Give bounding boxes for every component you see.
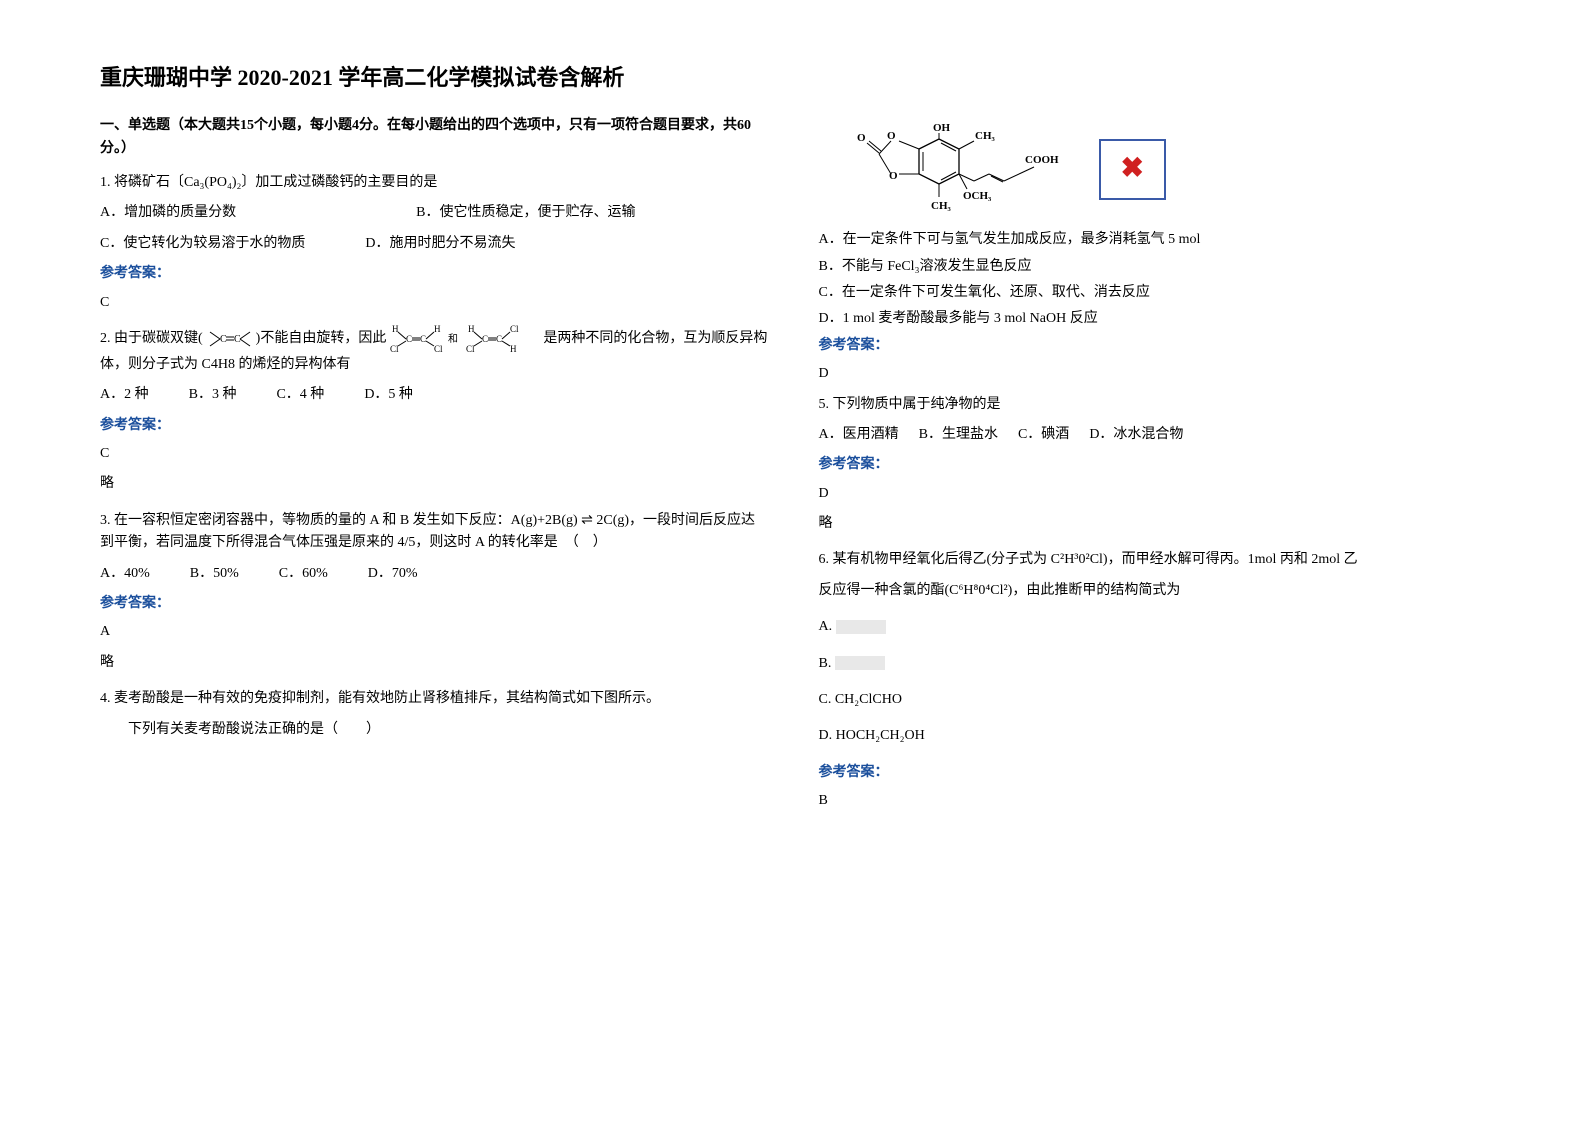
q1-answer-label: 参考答案：: [100, 263, 769, 285]
q5-note: 略: [819, 513, 1488, 535]
question-1: 1. 将磷矿石〔Ca₃(PO₄)₂〕加工成过磷酸钙的主要目的是 A．增加磷的质量…: [100, 172, 769, 314]
svg-text:Cl: Cl: [510, 324, 519, 334]
q1-text: 1. 将磷矿石〔Ca₃(PO₄)₂〕加工成过磷酸钙的主要目的是: [100, 172, 769, 194]
q3-opt-a: A．40%: [100, 563, 150, 585]
mol-o2: O: [889, 170, 898, 182]
mol-oh: OH: [933, 122, 951, 134]
question-4-stem: 4. 麦考酚酸是一种有效的免疫抑制剂，能有效地防止肾移植排斥，其结构简式如下图所…: [100, 688, 769, 741]
svg-text:C: C: [482, 334, 488, 344]
q4-opt-a: A．在一定条件下可与氢气发生加成反应，最多消耗氢气 5 mol: [819, 229, 1488, 251]
q2-opt-b: B．3 种: [189, 384, 237, 406]
svg-text:Cl: Cl: [466, 344, 475, 354]
q2-text-mid: )不能自由旋转，因此: [256, 331, 387, 346]
q6-opt-a-label: A.: [819, 619, 833, 634]
q4-answer-label: 参考答案：: [819, 335, 1488, 357]
svg-text:C: C: [420, 334, 426, 344]
q3-options: A．40% B．50% C．60% D．70%: [100, 563, 769, 585]
q3-note: 略: [100, 652, 769, 674]
svg-text:H: H: [510, 344, 517, 354]
q3-answer-label: 参考答案：: [100, 593, 769, 615]
question-3: 3. 在一容积恒定密闭容器中，等物质的量的 A 和 B 发生如下反应：A(g)+…: [100, 510, 769, 674]
svg-text:Cl: Cl: [390, 344, 399, 354]
content-columns: 一、单选题（本大题共15个小题，每小题4分。在每小题给出的四个选项中，只有一项符…: [100, 115, 1487, 822]
q6-opt-d: D. HOCH₂CH₂OH: [819, 725, 1488, 747]
q3-opt-b: B．50%: [190, 563, 239, 585]
q6-opt-b-label: B.: [819, 656, 832, 671]
q6-opt-a: A.: [819, 616, 1488, 638]
q6-text1: 6. 某有机物甲经氧化后得乙(分子式为 C²H³0²Cl)，而甲经水解可得丙。1…: [819, 549, 1488, 571]
q1-answer: C: [100, 292, 769, 314]
right-column: OH CH₃ COOH OCH₃ CH₃: [819, 115, 1488, 822]
q2-opt-a: A．2 种: [100, 384, 149, 406]
q6-opt-c-label: C.: [819, 692, 832, 707]
q4-opt-b: B．不能与 FeCl₃溶液发生显色反应: [819, 256, 1488, 278]
q5-opt-c: C．碘酒: [1018, 424, 1069, 446]
q1-opt-c: C．使它转化为较易溶于水的物质: [100, 233, 305, 255]
q3-answer: A: [100, 621, 769, 643]
svg-text:Cl: Cl: [434, 344, 443, 354]
q6-opt-b: B.: [819, 653, 1488, 675]
q6-text2: 反应得一种含氯的酯(C⁶H⁸0⁴Cl²)，由此推断甲的结构简式为: [819, 580, 1488, 602]
double-bond-icon: C C: [206, 328, 252, 350]
q5-opt-b: B．生理盐水: [919, 424, 998, 446]
svg-text:H: H: [434, 324, 441, 334]
q2-options: A．2 种 B．3 种 C．4 种 D．5 种: [100, 384, 769, 406]
q5-opt-a: A．医用酒精: [819, 424, 899, 446]
svg-text:O: O: [857, 132, 866, 144]
svg-text:和: 和: [448, 333, 458, 345]
q5-answer-label: 参考答案：: [819, 454, 1488, 476]
q4-opt-d: D．1 mol 麦考酚酸最多能与 3 mol NaOH 反应: [819, 308, 1488, 330]
q4-opt-c: C．在一定条件下可发生氧化、还原、取代、消去反应: [819, 282, 1488, 304]
q3-opt-d: D．70%: [368, 563, 418, 585]
q1-options: A．增加磷的质量分数 B．使它性质稳定，便于贮存、运输 C．使它转化为较易溶于水…: [100, 202, 769, 255]
molecule-diagram: OH CH₃ COOH OCH₃ CH₃: [819, 119, 1059, 219]
q1-opt-b: B．使它性质稳定，便于贮存、运输: [416, 202, 635, 224]
q5-text: 5. 下列物质中属于纯净物的是: [819, 394, 1488, 416]
q5-options: A．医用酒精 B．生理盐水 C．碘酒 D．冰水混合物: [819, 424, 1488, 446]
red-x-box: ✖: [1099, 139, 1166, 200]
q1-opt-a: A．增加磷的质量分数: [100, 202, 236, 224]
q3-opt-c: C．60%: [279, 563, 328, 585]
q6-answer-label: 参考答案：: [819, 762, 1488, 784]
q6-opt-d-label: D.: [819, 728, 833, 743]
mol-och3: OCH₃: [963, 190, 992, 202]
q2-note: 略: [100, 473, 769, 495]
mol-ch3b: CH₃: [931, 200, 952, 212]
mol-ch3a: CH₃: [975, 130, 996, 142]
red-x-icon: ✖: [1121, 147, 1144, 192]
q3-text: 3. 在一容积恒定密闭容器中，等物质的量的 A 和 B 发生如下反应：A(g)+…: [100, 510, 769, 555]
q6-opt-b-img: [835, 656, 885, 670]
q5-opt-d: D．冰水混合物: [1089, 424, 1183, 446]
q1-opt-d: D．施用时肥分不易流失: [365, 233, 515, 255]
svg-text:C: C: [496, 334, 502, 344]
question-6: 6. 某有机物甲经氧化后得乙(分子式为 C²H³0²Cl)，而甲经水解可得丙。1…: [819, 549, 1488, 812]
svg-text:C: C: [406, 334, 412, 344]
question-2: 2. 由于碳碳双键( C C )不能自由旋转，因此 H C: [100, 324, 769, 496]
mol-o1: O: [887, 130, 896, 142]
q2-text: 2. 由于碳碳双键( C C )不能自由旋转，因此 H C: [100, 324, 769, 376]
q2-opt-c: C．4 种: [276, 384, 324, 406]
q4-answer: D: [819, 363, 1488, 385]
svg-text:C: C: [220, 334, 227, 345]
q5-answer: D: [819, 483, 1488, 505]
q4-text2: 下列有关麦考酚酸说法正确的是（ ）: [100, 719, 769, 741]
q2-text-prefix: 2. 由于碳碳双键(: [100, 331, 203, 346]
mol-cooh: COOH: [1025, 154, 1059, 166]
q2-answer-label: 参考答案：: [100, 415, 769, 437]
left-column: 一、单选题（本大题共15个小题，每小题4分。在每小题给出的四个选项中，只有一项符…: [100, 115, 769, 822]
page-title: 重庆珊瑚中学 2020-2021 学年高二化学模拟试卷含解析: [100, 60, 1487, 95]
q4-molecule-row: OH CH₃ COOH OCH₃ CH₃: [819, 119, 1488, 219]
question-5: 5. 下列物质中属于纯净物的是 A．医用酒精 B．生理盐水 C．碘酒 D．冰水混…: [819, 394, 1488, 536]
cis-trans-icon: H C C H Cl Cl 和 H C: [390, 324, 540, 354]
q6-opt-c-formula: CH₂ClCHO: [835, 692, 902, 707]
q6-opt-d-formula: HOCH₂CH₂OH: [836, 728, 925, 743]
q2-answer: C: [100, 443, 769, 465]
q4-text1: 4. 麦考酚酸是一种有效的免疫抑制剂，能有效地防止肾移植排斥，其结构简式如下图所…: [100, 688, 769, 710]
q6-answer: B: [819, 790, 1488, 812]
section-header: 一、单选题（本大题共15个小题，每小题4分。在每小题给出的四个选项中，只有一项符…: [100, 115, 769, 160]
q2-opt-d: D．5 种: [364, 384, 413, 406]
q6-opt-a-img: [836, 620, 886, 634]
q6-opt-c: C. CH₂ClCHO: [819, 689, 1488, 711]
